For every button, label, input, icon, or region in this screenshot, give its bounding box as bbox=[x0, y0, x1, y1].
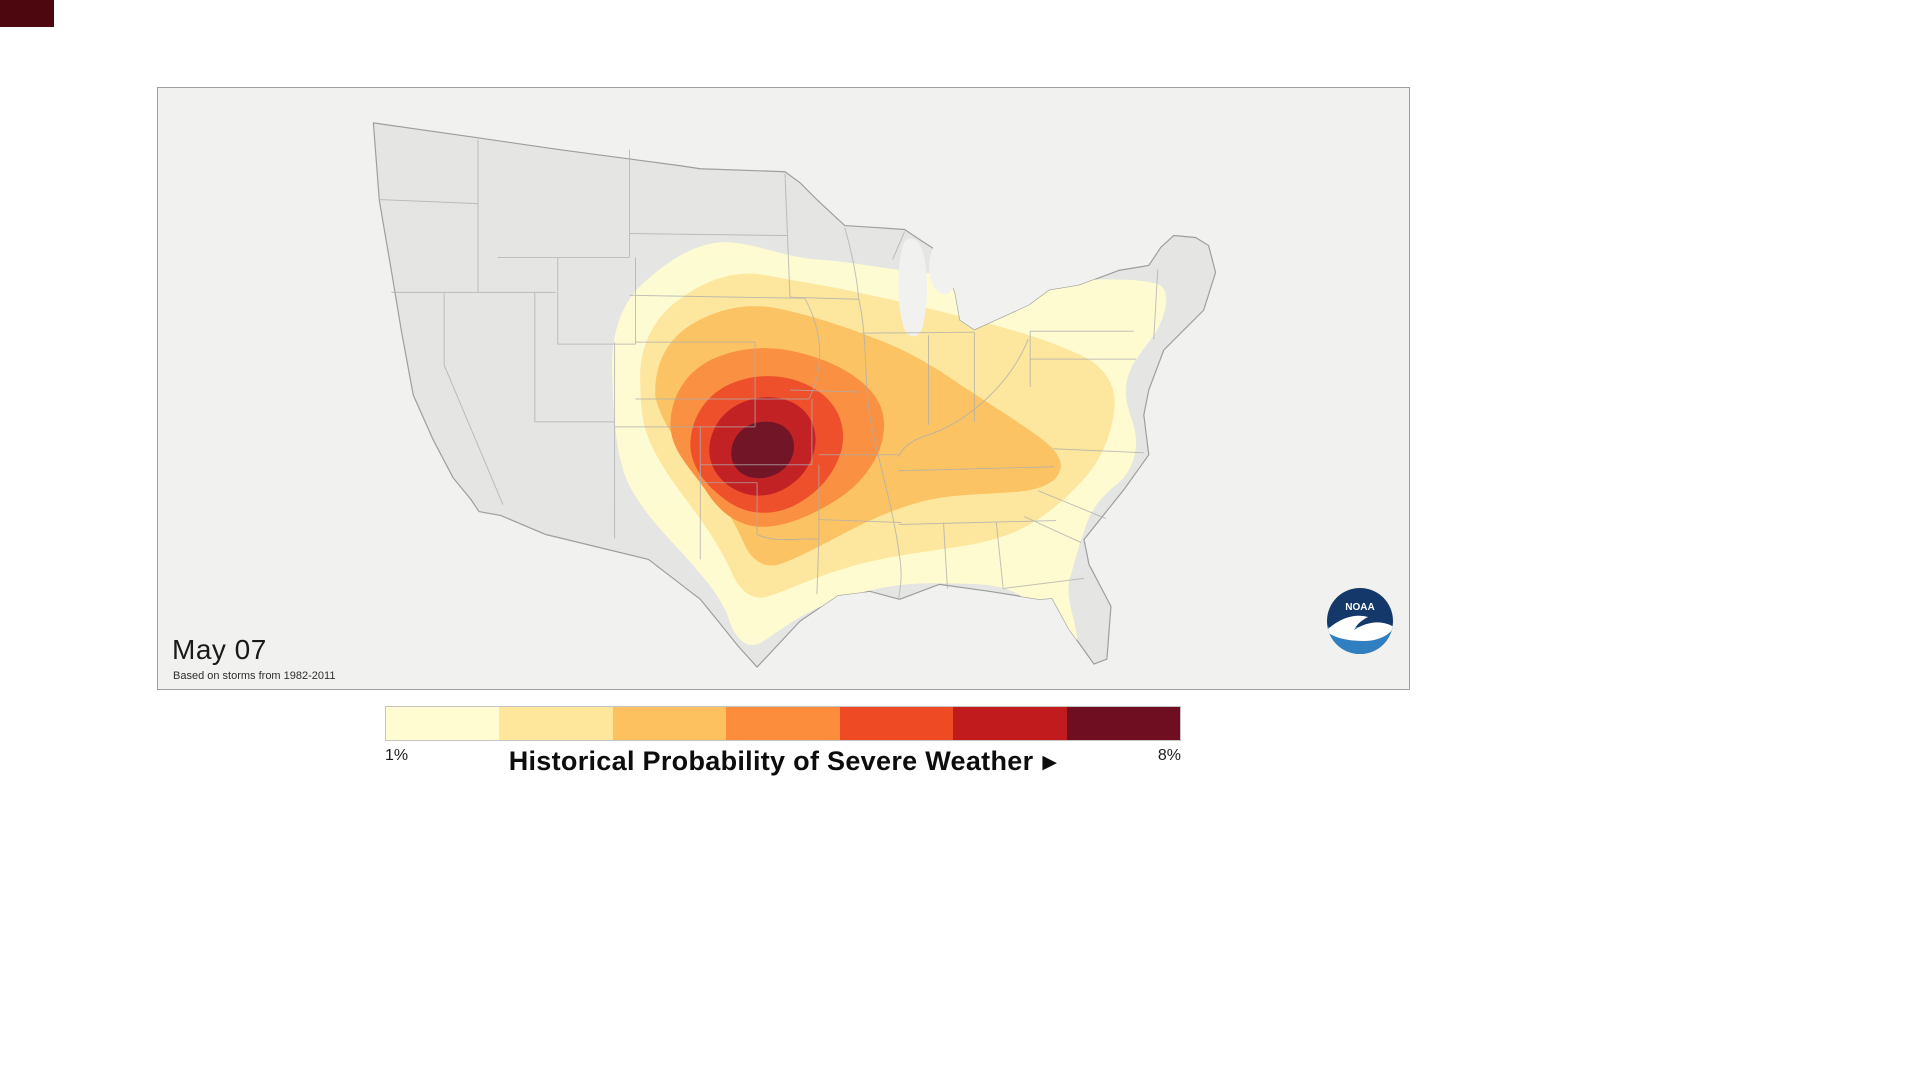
legend: 1% 8% Historical Probability of Severe W… bbox=[385, 706, 1181, 776]
legend-max-label: 8% bbox=[1157, 747, 1181, 764]
lake-michigan bbox=[898, 238, 928, 337]
legend-labels: 1% 8% bbox=[385, 747, 1181, 765]
lake-huron bbox=[929, 243, 956, 295]
us-map-svg bbox=[372, 122, 1217, 668]
legend-swatch-2 bbox=[499, 707, 613, 740]
noaa-gull-icon bbox=[1327, 615, 1393, 641]
screen-corner-artifact bbox=[0, 0, 54, 27]
legend-swatch-4 bbox=[726, 707, 840, 740]
legend-title: Historical Probability of Severe Weather… bbox=[385, 746, 1181, 777]
noaa-logo-text: NOAA bbox=[1345, 602, 1374, 613]
state-borders bbox=[380, 139, 1159, 599]
legend-swatch-5 bbox=[839, 707, 954, 740]
map-source-note: Based on storms from 1982-2011 bbox=[173, 670, 336, 682]
legend-swatch-1 bbox=[386, 707, 500, 740]
legend-swatch-7 bbox=[1066, 707, 1180, 740]
map-panel: May 07 Based on storms from 1982-2011 NO… bbox=[157, 87, 1410, 690]
legend-swatch-6 bbox=[953, 707, 1067, 740]
map-date-label: May 07 bbox=[172, 634, 267, 665]
great-lakes bbox=[898, 238, 956, 337]
noaa-logo: NOAA bbox=[1324, 585, 1396, 657]
legend-min-label: 1% bbox=[385, 747, 409, 764]
play-arrow-icon[interactable]: ▶ bbox=[1042, 752, 1058, 773]
legend-swatch-3 bbox=[612, 707, 727, 740]
legend-colorbar bbox=[385, 706, 1181, 741]
legend-title-text: Historical Probability of Severe Weather bbox=[508, 746, 1034, 776]
probability-contours bbox=[612, 242, 1167, 652]
noaa-logo-icon: NOAA bbox=[1327, 588, 1393, 654]
contour-level-7 bbox=[731, 421, 795, 479]
